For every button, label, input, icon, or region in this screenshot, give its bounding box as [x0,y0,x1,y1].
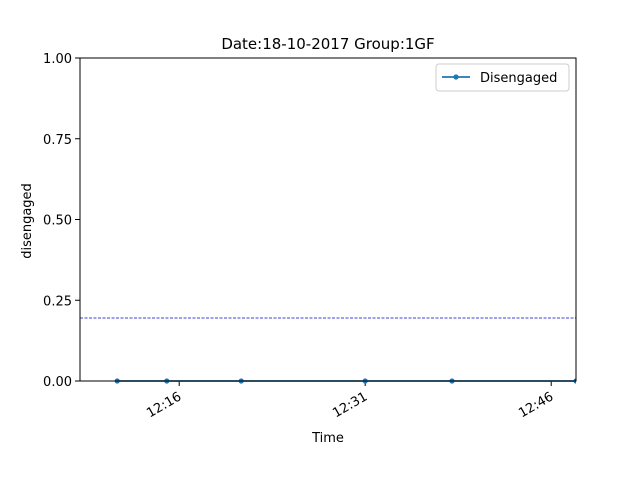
y-tick-label: 0.25 [43,294,72,309]
y-axis-label: disengaged [20,183,35,259]
axes-frame [79,57,577,382]
y-tick-label: 1.00 [43,52,72,67]
y-tick-label: 0.75 [43,133,72,148]
chart-title: Date:18-10-2017 Group:1GF [221,35,434,53]
legend-label: Disengaged [480,71,557,86]
y-tick-label: 0.00 [43,375,72,390]
legend-box [435,63,570,92]
y-tick-label: 0.50 [43,214,72,229]
x-axis-label: Time [311,431,344,446]
legend-swatch-marker [453,74,459,80]
